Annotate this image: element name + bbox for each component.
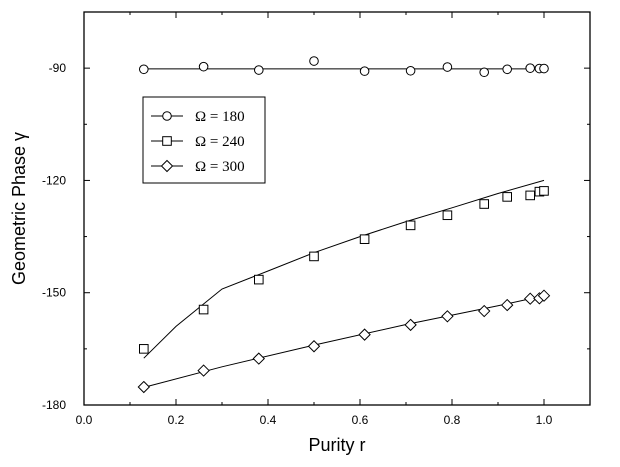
data-point-series-2 [442, 210, 453, 221]
data-point-series-3 [477, 304, 491, 318]
data-point-series-2 [198, 304, 209, 315]
data-point-series-3 [358, 328, 371, 341]
data-point-series-3 [307, 340, 321, 353]
plot-border [83, 11, 591, 406]
data-point-series-1 [502, 64, 513, 75]
legend-label: Ω = 180 [195, 109, 245, 125]
data-point-series-1 [359, 66, 370, 76]
legend-label: Ω = 240 [195, 134, 245, 150]
data-point-series-3 [500, 298, 514, 312]
legend-marker [162, 111, 172, 121]
data-point-series-1 [139, 64, 149, 75]
y-axis-title: Geometric Phase γ [9, 132, 29, 285]
data-point-series-2 [502, 192, 512, 202]
y-tick-label: -90 [49, 61, 67, 75]
data-markers [137, 56, 551, 394]
plot-frame [83, 11, 591, 406]
data-point-series-3 [252, 352, 266, 365]
data-point-series-2 [405, 220, 416, 231]
data-point-series-2 [539, 186, 549, 196]
data-point-series-1 [442, 62, 453, 72]
legend-label: Ω = 300 [195, 159, 245, 175]
data-point-series-1 [309, 56, 319, 66]
data-point-series-2 [479, 199, 489, 209]
data-point-series-2 [139, 344, 149, 354]
x-tick-label: 1.0 [536, 413, 553, 427]
data-point-series-1 [539, 63, 549, 74]
x-tick-label: 0.0 [76, 413, 93, 427]
x-axis-title: Purity r [308, 435, 365, 455]
y-tick-label: -180 [42, 398, 66, 412]
data-point-series-3 [441, 310, 454, 323]
axis-ticks: 0.0 0.2 0.4 0.6 0.8 1.0 -90 -120 -150 -180 [42, 11, 591, 427]
data-point-series-3 [537, 289, 551, 302]
data-point-series-2 [359, 234, 370, 244]
data-point-series-2 [254, 274, 264, 285]
data-point-series-3 [523, 292, 537, 305]
x-tick-label: 0.8 [444, 413, 461, 427]
data-point-series-1 [405, 65, 416, 76]
data-point-series-1 [525, 63, 536, 73]
data-point-series-1 [198, 61, 209, 72]
legend-marker [162, 136, 172, 146]
data-point-series-1 [479, 67, 490, 78]
legend-marker [160, 159, 174, 173]
x-tick-label: 0.2 [168, 413, 185, 427]
y-tick-label: -120 [42, 173, 66, 187]
data-point-series-3 [404, 318, 417, 332]
x-tick-label: 0.6 [352, 413, 369, 427]
y-tick-label: -150 [42, 286, 66, 300]
data-point-series-3 [197, 364, 210, 377]
data-point-series-2 [309, 251, 319, 262]
data-point-series-1 [253, 65, 264, 75]
legend: Ω = 180 Ω = 240 Ω = 300 [142, 96, 266, 184]
data-point-series-2 [525, 190, 536, 201]
x-tick-label: 0.4 [260, 413, 277, 427]
data-point-series-3 [137, 380, 151, 394]
